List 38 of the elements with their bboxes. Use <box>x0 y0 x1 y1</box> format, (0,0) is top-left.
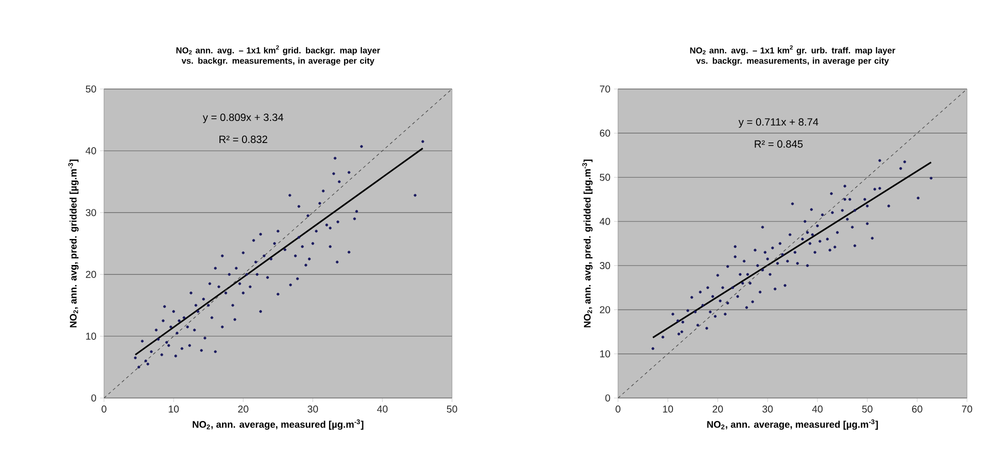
x-tick-label: 70 <box>962 406 972 413</box>
y-tick-label: 0 <box>605 394 610 402</box>
y-tick-label: 0 <box>91 394 96 402</box>
y-tick-label: 50 <box>600 174 610 181</box>
x-tick-label: 20 <box>238 406 248 413</box>
x-tick-label: 30 <box>308 406 318 413</box>
y-tick-label: 40 <box>86 147 96 154</box>
y-tick-label: 50 <box>86 85 96 93</box>
x-tick-label: 0 <box>102 406 106 413</box>
annotation: y = 0.809x + 3.34 <box>202 114 284 124</box>
chart-title: NO$_{2}$ ann. avg. – 1x1 km$^{2}$ grid. backgr. map layer vs. backgr. measurements, in average per city <box>176 45 380 66</box>
y-tick-label: 20 <box>600 306 610 314</box>
x-tick-label: 20 <box>712 406 723 413</box>
y-tick-label: 70 <box>600 85 610 93</box>
y-tick-label: 40 <box>600 218 610 225</box>
y-axis-title: NO$_{2}$, ann. avg, pred. gridded [µg.m$^{-3}$] <box>68 160 79 328</box>
chart-title: NO$_{2}$ ann. avg. – 1x1 km$^{2}$ gr. urb. traff. map layer vs. backgr. measurements, in average per city <box>690 45 896 66</box>
x-tick-label: 40 <box>377 406 388 413</box>
x-tick-label: 0 <box>616 406 620 413</box>
annotation: y = 0.711x + 8.74 <box>738 118 818 128</box>
y-tick-label: 10 <box>86 332 96 340</box>
x-tick-label: 10 <box>168 406 179 413</box>
y-tick-label: 10 <box>600 350 610 358</box>
y-tick-label: 20 <box>86 270 96 278</box>
x-tick-label: 50 <box>862 406 872 413</box>
x-tick-label: 60 <box>912 406 922 413</box>
x-tick-label: 40 <box>812 406 823 413</box>
annotation: R² = 0.845 <box>754 140 803 148</box>
y-tick-label: 30 <box>86 209 96 216</box>
x-tick-label: 30 <box>762 406 773 413</box>
y-axis-title: NO$_{2}$, ann. avg, pred. gridded [µg.m$^{-3}$] <box>582 160 593 328</box>
x-tick-label: 50 <box>446 406 458 413</box>
x-axis-title: NO$_{2}$, ann. average, measured [µg.m$^{-3}$] <box>192 419 364 430</box>
x-tick-label: 10 <box>663 406 674 413</box>
annotation: R² = 0.832 <box>219 136 268 144</box>
y-tick-label: 60 <box>600 130 610 137</box>
y-tick-label: 30 <box>600 262 610 270</box>
x-axis-title: NO$_{2}$, ann. average, measured [µg.m$^{-3}$] <box>707 419 878 430</box>
